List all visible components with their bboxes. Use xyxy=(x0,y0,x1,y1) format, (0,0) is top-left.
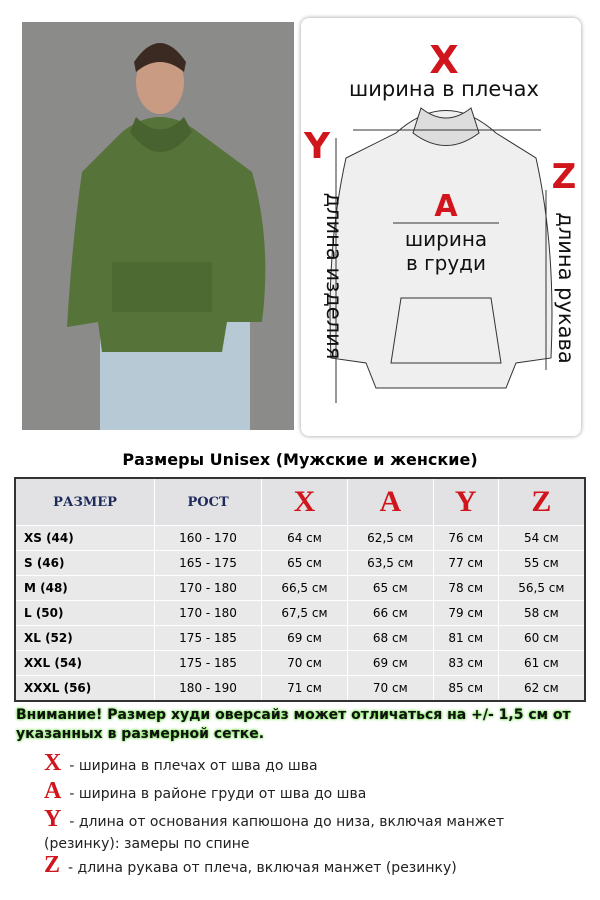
column-header: РОСТ xyxy=(154,478,263,526)
table-cell: 170 - 180 xyxy=(154,575,263,601)
diagram-art: X ширина в плечах Y длина изделия A шири… xyxy=(303,38,578,403)
legend-text: - длина рукава от плеча, включая манжет … xyxy=(68,860,457,876)
y-letter: Y xyxy=(303,126,331,167)
table-cell: 68 см xyxy=(347,625,434,651)
table-cell: 170 - 180 xyxy=(154,600,263,626)
table-cell: 69 см xyxy=(261,625,348,651)
table-cell: 66 см xyxy=(347,600,434,626)
table-row: M (48) 170 - 180 66,5 см 65 см 78 см 56,5 см xyxy=(15,575,586,601)
table-cell: 62,5 см xyxy=(347,525,434,551)
legend-item: Y- длина от основания капюшона до низа, … xyxy=(44,806,554,855)
table-cell: XS (44) xyxy=(15,525,156,551)
table-cell: 70 см xyxy=(261,650,348,676)
product-photo xyxy=(22,22,294,430)
table-cell: 70 см xyxy=(347,675,434,702)
table-row: L (50) 170 - 180 67,5 см 66 см 79 см 58 см xyxy=(15,600,586,626)
table-cell: 175 - 185 xyxy=(154,625,263,651)
table-row: XXL (54) 175 - 185 70 см 69 см 83 см 61 см xyxy=(15,650,586,676)
table-cell: 63,5 см xyxy=(347,550,434,576)
legend-item: Z - длина рукава от плеча, включая манжет… xyxy=(44,852,554,879)
measurement-diagram: X ширина в плечах Y длина изделия A шири… xyxy=(301,18,581,436)
table-cell: 180 - 190 xyxy=(154,675,263,702)
table-row: XXXL (56) 180 - 190 71 см 70 см 85 см 62 см xyxy=(15,675,586,702)
table-cell: 62 см xyxy=(498,675,586,702)
table-cell: XXL (54) xyxy=(15,650,156,676)
table-row: S (46) 165 - 175 65 см 63,5 см 77 см 55 см xyxy=(15,550,586,576)
table-cell: XL (52) xyxy=(15,625,156,651)
table-row: XS (44) 160 - 170 64 см 62,5 см 76 см 54 см xyxy=(15,525,586,551)
table-cell: 67,5 см xyxy=(261,600,348,626)
table-cell: 60 см xyxy=(498,625,586,651)
a-letter: A xyxy=(434,189,458,224)
table-cell: 83 см xyxy=(433,650,499,676)
table-cell: 64 см xyxy=(261,525,348,551)
table-cell: 85 см xyxy=(433,675,499,702)
table-cell: 71 см xyxy=(261,675,348,702)
column-header: Y xyxy=(433,478,499,526)
photo-art xyxy=(67,43,266,430)
table-cell: 81 см xyxy=(433,625,499,651)
table-cell: 66,5 см xyxy=(261,575,348,601)
table-cell: 175 - 185 xyxy=(154,650,263,676)
column-header: A xyxy=(347,478,434,526)
column-header: РАЗМЕР xyxy=(15,478,156,526)
table-cell: 61 см xyxy=(498,650,586,676)
z-letter: Z xyxy=(552,157,577,197)
table-cell: 76 см xyxy=(433,525,499,551)
table-cell: 77 см xyxy=(433,550,499,576)
table-cell: 56,5 см xyxy=(498,575,586,601)
legend-letter: X xyxy=(44,750,62,776)
warning: Внимание! Размер худи оверсайз может отл… xyxy=(16,707,571,742)
legend-item: A - ширина в районе груди от шва до шва xyxy=(44,778,554,805)
table-cell: 165 - 175 xyxy=(154,550,263,576)
column-header: X xyxy=(261,478,348,526)
table-cell: 58 см xyxy=(498,600,586,626)
table-cell: 54 см xyxy=(498,525,586,551)
table-row: XL (52) 175 - 185 69 см 68 см 81 см 60 см xyxy=(15,625,586,651)
x-label: ширина в плечах xyxy=(349,77,539,101)
legend-letter: A xyxy=(44,778,62,804)
table-cell: 79 см xyxy=(433,600,499,626)
table-cell: 55 см xyxy=(498,550,586,576)
table-cell: 78 см xyxy=(433,575,499,601)
table-cell: 65 см xyxy=(261,550,348,576)
table-cell: S (46) xyxy=(15,550,156,576)
legend-item: X - ширина в плечах от шва до шва xyxy=(44,750,554,777)
table-body: XS (44) 160 - 170 64 см 62,5 см 76 см 54 см S … xyxy=(15,525,586,702)
legend-letter: Y xyxy=(44,806,62,832)
legend-text: - ширина в плечах от шва до шва xyxy=(69,758,318,774)
title: Размеры Unisex (Мужские и женские) xyxy=(122,450,478,469)
table-cell: 160 - 170 xyxy=(154,525,263,551)
header-row: РАЗМЕР РОСТ X A Y Z xyxy=(15,478,586,526)
table-cell: L (50) xyxy=(15,600,156,626)
table-cell: 69 см xyxy=(347,650,434,676)
x-letter: X xyxy=(429,38,458,82)
legend-letter: Z xyxy=(44,852,61,878)
table-cell: XXXL (56) xyxy=(15,675,156,702)
a-label: в груди xyxy=(406,251,486,275)
y-label: длина изделия xyxy=(322,193,346,360)
a-label: ширина xyxy=(405,227,487,251)
legend-text: - ширина в районе груди от шва до шва xyxy=(69,786,367,802)
z-label: длина рукава xyxy=(554,212,578,363)
table-cell: M (48) xyxy=(15,575,156,601)
size-table: РАЗМЕР РОСТ X A Y Z XS (44) 160 - 170 64 см 62,5 … xyxy=(14,477,586,702)
column-header: Z xyxy=(498,478,586,526)
table-cell: 65 см xyxy=(347,575,434,601)
legend-text: - длина от основания капюшона до низа, в… xyxy=(44,814,505,852)
